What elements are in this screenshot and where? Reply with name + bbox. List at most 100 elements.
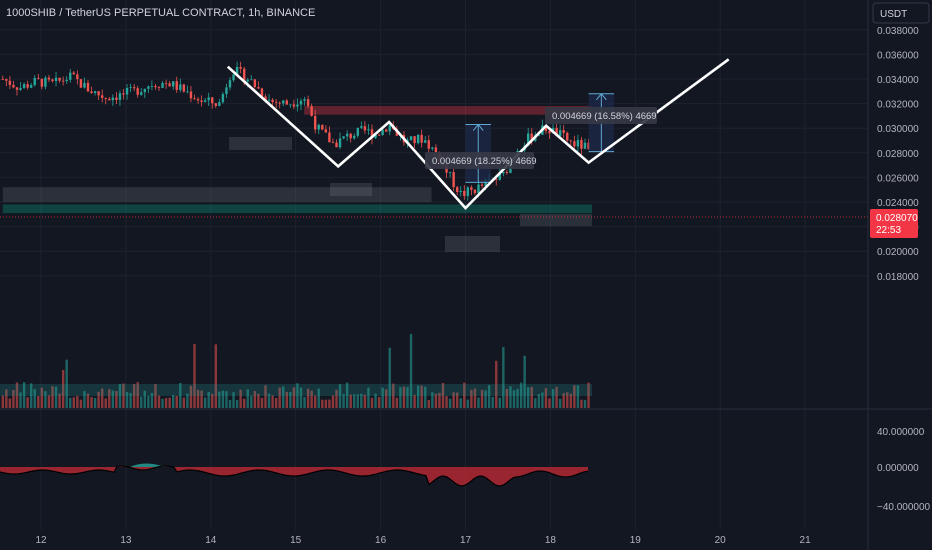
- candle-body[interactable]: [104, 97, 107, 99]
- candle-body[interactable]: [573, 141, 576, 147]
- candle-body[interactable]: [51, 79, 54, 82]
- candle-body[interactable]: [495, 179, 498, 180]
- candle-body[interactable]: [211, 97, 214, 104]
- candle-body[interactable]: [5, 79, 8, 81]
- candle-body[interactable]: [431, 147, 434, 149]
- candle-body[interactable]: [79, 79, 83, 88]
- candle-body[interactable]: [356, 127, 359, 136]
- candle-body[interactable]: [424, 140, 427, 143]
- candle-body[interactable]: [321, 124, 324, 130]
- candle-body[interactable]: [306, 99, 310, 107]
- candle-body[interactable]: [367, 129, 370, 131]
- candle-body[interactable]: [40, 78, 44, 87]
- order-block[interactable]: [520, 214, 592, 226]
- candle-body[interactable]: [58, 77, 61, 81]
- candle-body[interactable]: [200, 100, 203, 102]
- candle-body[interactable]: [157, 87, 161, 88]
- candle-body[interactable]: [129, 87, 132, 89]
- candle-body[interactable]: [90, 91, 93, 94]
- candle-body[interactable]: [324, 129, 328, 133]
- zone-support[interactable]: [2, 187, 432, 202]
- candle-body[interactable]: [587, 142, 590, 149]
- candle-body[interactable]: [303, 99, 306, 101]
- candle-body[interactable]: [360, 126, 363, 128]
- w-pattern-line[interactable]: [226, 58, 730, 211]
- candle-body[interactable]: [345, 133, 349, 137]
- candle-body[interactable]: [338, 138, 342, 148]
- candle-body[interactable]: [207, 97, 210, 101]
- candle-body[interactable]: [257, 87, 260, 89]
- candle-body[interactable]: [218, 102, 221, 106]
- w-pattern-drawing[interactable]: [226, 58, 730, 211]
- candle-body[interactable]: [505, 171, 509, 173]
- zone-resistance[interactable]: [304, 106, 592, 115]
- candle-body[interactable]: [260, 88, 264, 97]
- candle-body[interactable]: [409, 136, 413, 141]
- candle-body[interactable]: [267, 99, 271, 101]
- candle-body[interactable]: [69, 72, 72, 80]
- candle-body[interactable]: [93, 91, 97, 94]
- candle-body[interactable]: [580, 139, 583, 149]
- candle-body[interactable]: [54, 77, 58, 82]
- candle-body[interactable]: [47, 77, 51, 80]
- candle-body[interactable]: [175, 81, 178, 90]
- candle-body[interactable]: [26, 84, 29, 88]
- candle-body[interactable]: [502, 171, 505, 174]
- zone-demand[interactable]: [2, 204, 593, 214]
- currency-box[interactable]: [872, 2, 930, 24]
- candle-body[interactable]: [168, 83, 171, 87]
- candle-body[interactable]: [100, 95, 104, 98]
- candle-body[interactable]: [186, 91, 189, 93]
- price-axis[interactable]: 0.038000 0.036000 0.034000 0.032000 0.030000…: [877, 26, 931, 513]
- candle-body[interactable]: [381, 129, 384, 136]
- candle-body[interactable]: [278, 102, 281, 104]
- candle-body[interactable]: [115, 97, 118, 100]
- time-axis[interactable]: 12 13 14 15 16 17 18 19 20 21: [35, 535, 811, 546]
- candle-body[interactable]: [388, 125, 391, 132]
- candle-body[interactable]: [480, 184, 484, 186]
- candle-body[interactable]: [558, 130, 562, 136]
- candle-body[interactable]: [83, 82, 86, 88]
- candle-body[interactable]: [264, 96, 267, 101]
- candle-body[interactable]: [498, 173, 501, 180]
- candle-body[interactable]: [65, 79, 68, 82]
- candle-body[interactable]: [246, 79, 249, 82]
- candle-body[interactable]: [122, 93, 125, 95]
- candle-body[interactable]: [544, 125, 548, 132]
- candle-body[interactable]: [171, 81, 175, 87]
- candle-body[interactable]: [225, 87, 228, 95]
- candle-body[interactable]: [132, 87, 136, 89]
- candle-body[interactable]: [484, 180, 487, 186]
- candle-body[interactable]: [33, 77, 36, 86]
- candle-body[interactable]: [143, 88, 146, 93]
- candle-body[interactable]: [19, 87, 22, 90]
- candle-body[interactable]: [235, 66, 239, 75]
- candle-body[interactable]: [8, 80, 12, 85]
- candle-body[interactable]: [566, 132, 569, 141]
- candle-body[interactable]: [147, 86, 150, 89]
- candle-body[interactable]: [562, 130, 565, 133]
- candle-body[interactable]: [182, 84, 186, 92]
- order-block[interactable]: [330, 183, 372, 196]
- candle-body[interactable]: [292, 104, 296, 107]
- candle-body[interactable]: [253, 79, 257, 88]
- candle-body[interactable]: [537, 134, 541, 136]
- candle-body[interactable]: [189, 91, 193, 99]
- candle-body[interactable]: [420, 134, 423, 143]
- candle-body[interactable]: [569, 140, 572, 142]
- candle-body[interactable]: [374, 134, 377, 139]
- candle-body[interactable]: [12, 84, 15, 88]
- candle-body[interactable]: [548, 131, 551, 134]
- candle-body[interactable]: [473, 189, 477, 194]
- candle-body[interactable]: [228, 80, 232, 88]
- candle-body[interactable]: [61, 80, 65, 82]
- candle-body[interactable]: [239, 66, 242, 69]
- candle-body[interactable]: [576, 139, 580, 147]
- candle-body[interactable]: [203, 100, 207, 102]
- candle-body[interactable]: [342, 136, 345, 139]
- candle-body[interactable]: [413, 136, 416, 144]
- candle-body[interactable]: [434, 147, 438, 153]
- candle-body[interactable]: [452, 172, 455, 188]
- order-block[interactable]: [445, 236, 500, 252]
